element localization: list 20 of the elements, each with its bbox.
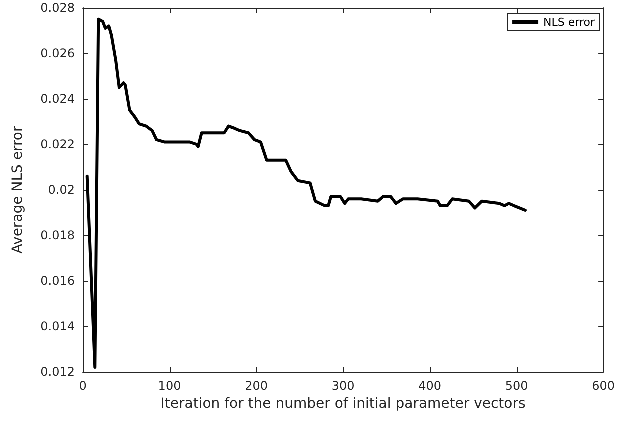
x-tick-label: 500 — [505, 379, 528, 393]
legend-label: NLS error — [544, 16, 596, 29]
y-tick-label: 0.018 — [40, 228, 75, 242]
x-axis-title: Iteration for the number of initial parameter vectors — [160, 396, 526, 412]
y-axis-title: Average NLS error — [10, 126, 26, 254]
x-tick-label: 400 — [418, 379, 442, 393]
y-tick-label: 0.022 — [40, 138, 75, 152]
y-tick-label: 0.014 — [40, 320, 75, 334]
x-tick-label: 300 — [332, 379, 355, 393]
y-tick-label: 0.026 — [40, 46, 75, 60]
x-tick-label: 600 — [592, 379, 615, 393]
y-tick-label: 0.024 — [40, 92, 75, 106]
line-series — [86, 18, 527, 369]
y-tick-label: 0.016 — [40, 274, 75, 288]
x-tick-label: 0 — [79, 379, 87, 393]
x-tick-label: 100 — [158, 379, 182, 393]
y-tick-label: 0.02 — [48, 183, 75, 197]
y-tick-label: 0.012 — [40, 365, 75, 379]
y-tick-label: 0.028 — [40, 1, 75, 15]
x-tick-label: 200 — [245, 379, 268, 393]
